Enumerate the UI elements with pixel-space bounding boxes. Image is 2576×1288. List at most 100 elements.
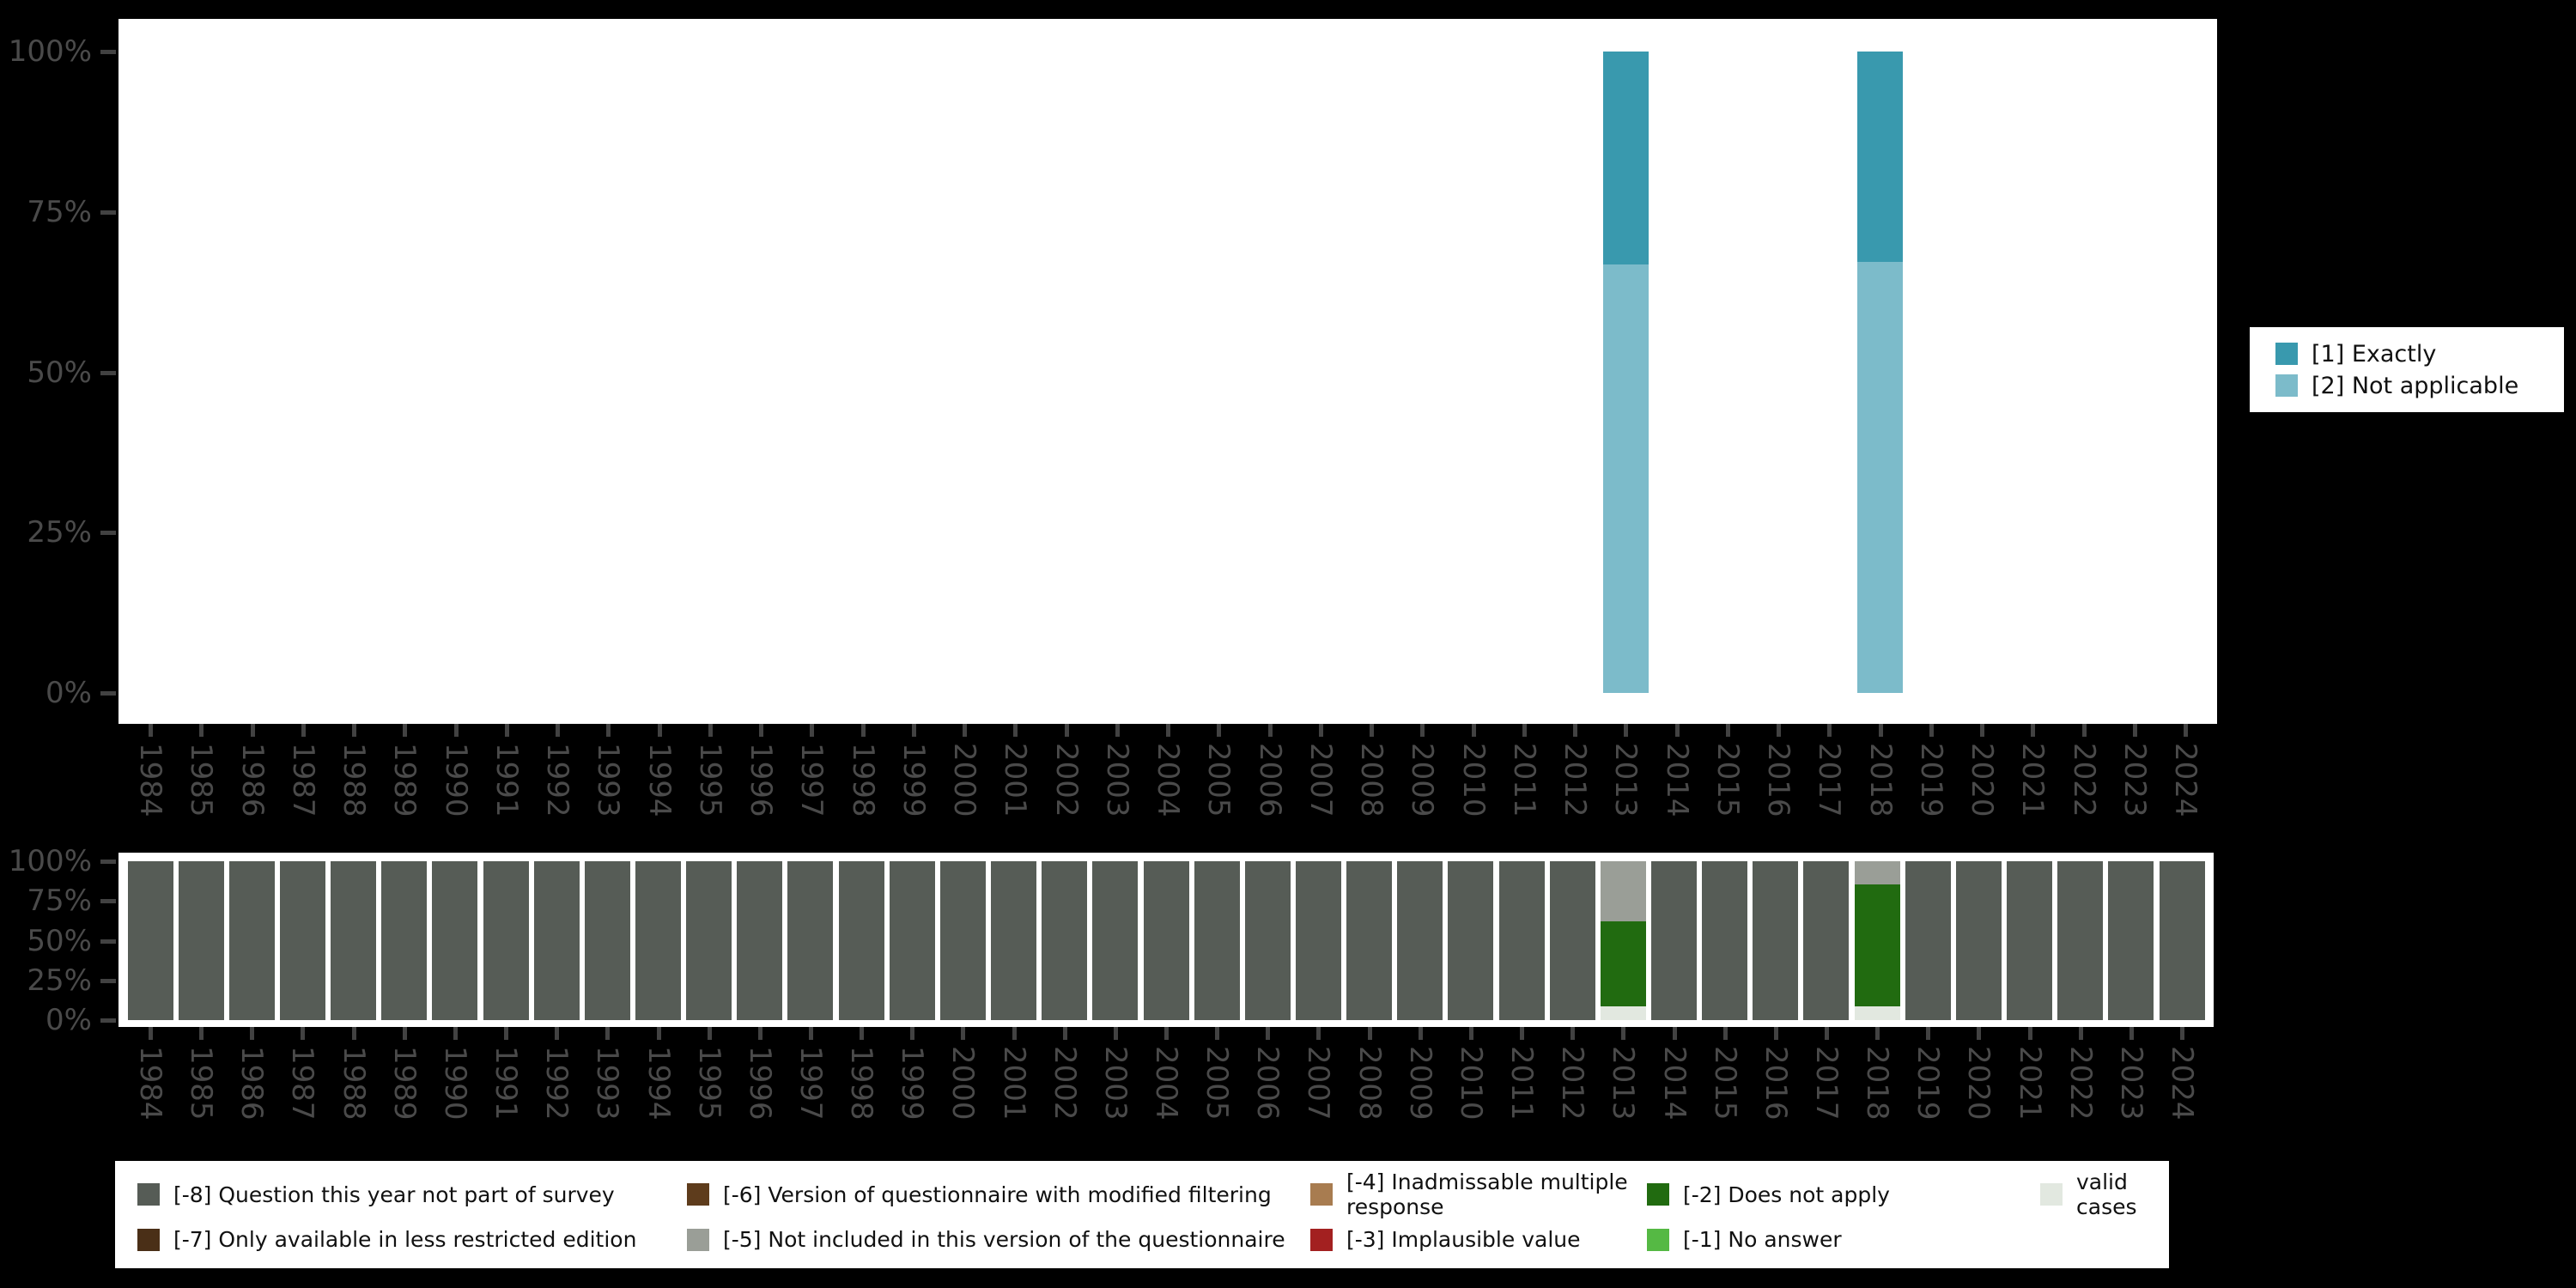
bar-segment [1143, 861, 1189, 1020]
x-axis-tick [2132, 724, 2137, 737]
x-axis-tick [1977, 1027, 1982, 1040]
x-axis-tick [1468, 1027, 1473, 1040]
y-axis-tick [100, 1018, 116, 1023]
x-axis-tick-label: 2001 [998, 743, 1033, 817]
x-axis-tick-label: 1999 [895, 1046, 930, 1121]
y-axis-tick [100, 860, 116, 864]
x-axis-tick-label: 2013 [1606, 1046, 1641, 1121]
legend-item: [-3] Implausible value [1310, 1227, 1647, 1252]
x-axis-tick-label: 1990 [438, 743, 473, 817]
bar-segment [686, 861, 732, 1020]
bar-segment [1600, 920, 1646, 1006]
legend-label: [-3] Implausible value [1346, 1227, 1581, 1252]
x-axis-tick [1674, 724, 1680, 737]
x-axis-tick [504, 1027, 509, 1040]
bar-segment [584, 861, 630, 1020]
y-axis-tick-label: 50% [27, 355, 92, 390]
x-axis-tick-label: 2007 [1303, 743, 1338, 817]
legend-swatch-icon [1647, 1183, 1669, 1206]
x-axis-tick-label: 1994 [641, 1046, 676, 1121]
x-axis-tick-label: 2024 [2165, 1046, 2199, 1121]
x-axis-tick-label: 2003 [1099, 743, 1134, 817]
x-axis-tick [656, 1027, 661, 1040]
bar-segment [1651, 861, 1697, 1020]
bar-segment [1854, 884, 1900, 1007]
bar-segment [1702, 861, 1748, 1020]
legend-item: [-4] Inadmissable multiple response [1310, 1170, 1647, 1219]
bar-segment [1857, 52, 1903, 263]
x-axis-tick [810, 724, 815, 737]
x-axis-tick [1926, 1027, 1931, 1040]
x-axis-tick [1370, 724, 1374, 737]
x-axis-tick-label: 2004 [1149, 1046, 1183, 1121]
x-axis-tick [1471, 724, 1476, 737]
x-axis-tick [1929, 724, 1934, 737]
x-axis-tick [1875, 1027, 1880, 1040]
x-axis-tick [555, 1027, 560, 1040]
x-axis-tick-label: 2001 [996, 1046, 1031, 1121]
x-axis-tick-label: 2017 [1808, 1046, 1844, 1121]
x-axis-tick [2180, 1027, 2184, 1040]
legend-swatch-icon [2040, 1183, 2063, 1206]
x-axis-tick [759, 724, 763, 737]
y-axis-tick [100, 210, 116, 215]
x-axis-tick-label: 1991 [489, 1046, 524, 1121]
x-axis-tick-label: 2003 [1097, 1046, 1133, 1121]
bar-segment [1295, 861, 1341, 1020]
x-axis-tick-label: 1987 [285, 1046, 320, 1121]
x-axis-tick-label: 2015 [1707, 1046, 1742, 1121]
x-axis-tick [453, 1027, 458, 1040]
x-axis-tick [403, 724, 408, 737]
bar-segment [1042, 861, 1088, 1020]
x-axis-tick-label: 2021 [2015, 743, 2050, 817]
x-axis-tick [301, 1027, 306, 1040]
legend-label: valid cases [2076, 1170, 2137, 1219]
x-axis-tick-label: 1984 [133, 1046, 167, 1121]
x-axis-tick-label: 2010 [1453, 1046, 1488, 1121]
x-axis-tick [556, 724, 560, 737]
x-axis-tick [504, 724, 509, 737]
bar-segment [432, 861, 478, 1020]
x-axis-tick [402, 1027, 407, 1040]
y-axis-tick [100, 939, 116, 944]
y-axis-tick-label: 25% [27, 963, 92, 998]
x-axis-tick-label: 1988 [337, 743, 371, 817]
x-axis-tick-label: 1990 [437, 1046, 472, 1121]
x-axis-tick [911, 724, 916, 737]
x-axis-tick [1367, 1027, 1372, 1040]
x-axis-tick-label: 1986 [234, 1046, 270, 1121]
x-axis-tick-label: 2012 [1558, 743, 1592, 817]
x-axis-tick-label: 2000 [945, 1046, 981, 1121]
legend-label: [-4] Inadmissable multiple response [1346, 1170, 1628, 1219]
bar-segment [533, 861, 580, 1020]
legend-label: [-5] Not included in this version of the… [723, 1227, 1285, 1252]
bar-segment [1600, 1005, 1646, 1020]
x-axis-tick [2184, 724, 2188, 737]
x-axis-tick [1522, 724, 1527, 737]
bar-segment [1448, 861, 1494, 1020]
x-axis-tick [808, 1027, 813, 1040]
x-axis-tick [1624, 724, 1629, 737]
bar-segment [279, 861, 325, 1020]
x-axis-tick [2031, 724, 2036, 737]
x-axis-tick-label: 1987 [285, 743, 320, 817]
y-axis-tick-label: 100% [8, 34, 92, 69]
x-axis-tick [708, 724, 713, 737]
x-axis-tick-label: 2007 [1301, 1046, 1336, 1121]
x-axis-tick-label: 2009 [1402, 1046, 1437, 1121]
x-axis-tick [1013, 724, 1018, 737]
x-axis-tick-label: 2005 [1201, 743, 1236, 817]
legend-swatch-icon [687, 1183, 709, 1206]
x-axis-tick-label: 1996 [742, 1046, 777, 1121]
bar-segment [483, 861, 529, 1020]
y-axis-tick-label: 100% [8, 844, 92, 878]
bar-segment [1194, 861, 1240, 1020]
x-axis-tick-label: 2012 [1555, 1046, 1590, 1121]
x-axis-tick [963, 724, 967, 737]
x-axis-tick-label: 2014 [1656, 1046, 1692, 1121]
bar-segment [1092, 861, 1139, 1020]
x-axis-tick-label: 1997 [794, 743, 829, 817]
bar-segment [1244, 861, 1291, 1020]
x-axis-tick-label: 2022 [2063, 1046, 2098, 1121]
x-axis-tick-label: 1986 [234, 743, 270, 817]
